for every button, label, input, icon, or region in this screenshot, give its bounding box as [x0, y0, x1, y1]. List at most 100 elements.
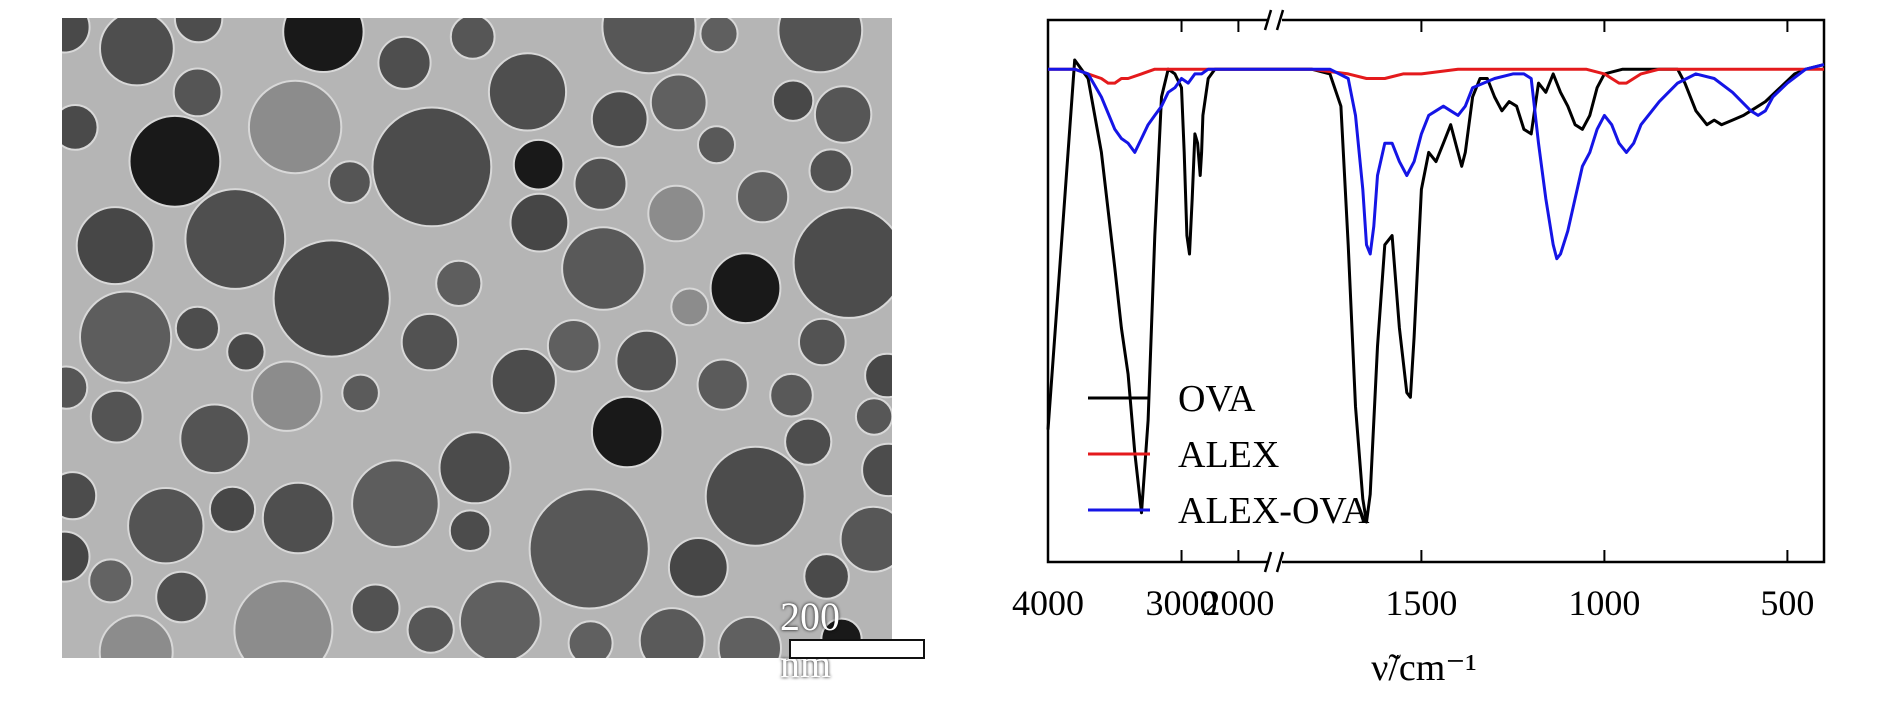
- series-line-alex-ova: [1048, 63, 1825, 261]
- tem-particle: [328, 160, 372, 205]
- tem-particle: [62, 530, 91, 583]
- tem-particle: [99, 18, 175, 87]
- tem-particle: [704, 445, 806, 547]
- tem-particle: [649, 73, 708, 132]
- tem-particle: [667, 537, 729, 598]
- tem-particle: [864, 352, 892, 399]
- axis-break-mark: [1263, 9, 1273, 31]
- x-axis-label: ν̃/cm⁻¹: [1371, 647, 1477, 689]
- tem-particle: [128, 114, 222, 208]
- legend-label-ova: OVA: [1178, 378, 1256, 420]
- tem-particle: [777, 18, 864, 74]
- tem-particle: [62, 365, 89, 410]
- axis-break-gap: [1268, 15, 1282, 25]
- plot-frame: [1046, 18, 1826, 564]
- legend: OVA ALEX ALEX-OVA: [1088, 378, 1370, 532]
- tem-particle: [808, 148, 854, 193]
- legend-label-alex-ova: ALEX-OVA: [1178, 490, 1370, 532]
- tem-particle: [377, 35, 432, 90]
- series-line-ova: [1046, 58, 1825, 524]
- legend-label-alex: ALEX: [1178, 434, 1279, 476]
- tem-particle: [62, 104, 99, 151]
- tem-particle: [615, 329, 679, 393]
- axis-break-gap: [1268, 557, 1282, 567]
- tem-particle: [62, 18, 91, 54]
- x-tick-label: 4000: [1012, 583, 1084, 623]
- scalebar: [789, 639, 925, 659]
- tem-particle: [350, 583, 401, 634]
- tem-particle: [79, 290, 173, 384]
- tem-particle: [173, 18, 224, 44]
- tem-particle: [590, 395, 664, 469]
- tem-particle: [590, 90, 649, 148]
- tem-particle: [88, 558, 134, 604]
- tem-particles-svg: [62, 18, 892, 658]
- tem-particle: [512, 138, 565, 191]
- tem-particle: [839, 505, 892, 573]
- tem-particle: [75, 206, 155, 286]
- tem-particle: [208, 485, 257, 533]
- tem-particle: [233, 580, 334, 658]
- tem-particle: [282, 18, 365, 73]
- tem-particle: [247, 79, 343, 175]
- tem-particle: [341, 373, 380, 413]
- tem-particle: [98, 614, 174, 658]
- tem-particle: [717, 615, 782, 658]
- axis-break-mark: [1275, 9, 1285, 31]
- axis-break-marks: [1263, 9, 1285, 573]
- tem-particle: [798, 317, 847, 367]
- tem-particle: [400, 312, 460, 372]
- tem-particle: [561, 226, 646, 311]
- tem-particle: [490, 347, 557, 415]
- tem-particle: [184, 188, 287, 290]
- tem-particle: [528, 488, 650, 610]
- tem-particle: [261, 481, 335, 555]
- tem-particle: [546, 319, 601, 373]
- tem-particle: [172, 67, 223, 118]
- tem-particle: [792, 206, 892, 319]
- axis-break-mark: [1275, 551, 1285, 573]
- tem-particle: [509, 192, 570, 253]
- tem-particle: [371, 106, 493, 228]
- tem-particle: [89, 389, 144, 444]
- tem-particle: [449, 18, 496, 60]
- tem-particle: [573, 156, 628, 211]
- tem-particle: [861, 442, 892, 498]
- tem-particle: [696, 358, 749, 411]
- axis-break-mark: [1263, 551, 1273, 573]
- tem-particle: [699, 18, 739, 54]
- tem-particle: [803, 553, 850, 600]
- tem-particle: [771, 79, 815, 122]
- tem-particle: [813, 85, 873, 144]
- tem-particle: [784, 417, 833, 466]
- series-layer: [1046, 58, 1825, 524]
- x-tick-label: 2000: [1202, 583, 1274, 623]
- tem-particle: [769, 372, 814, 418]
- tem-particle: [155, 570, 208, 624]
- tem-particle: [487, 52, 568, 132]
- tem-particle: [438, 431, 512, 505]
- tem-particle: [458, 580, 542, 658]
- tem-particle: [448, 509, 492, 553]
- tem-particle: [174, 305, 220, 351]
- tem-particle: [251, 360, 323, 432]
- tem-particle: [567, 620, 614, 658]
- tem-particle: [272, 239, 391, 358]
- series-line-alex: [1048, 67, 1824, 85]
- tem-particle: [854, 397, 892, 436]
- x-tick-label: 1000: [1568, 583, 1640, 623]
- tem-particle: [179, 403, 250, 475]
- tem-micrograph: 200 nm: [62, 18, 925, 686]
- tem-particle: [406, 605, 455, 654]
- tem-particle: [709, 252, 782, 325]
- tem-particle: [435, 259, 483, 307]
- tem-particle: [670, 287, 710, 327]
- tem-particle: [736, 170, 790, 224]
- tem-particle: [351, 459, 440, 549]
- x-tick-label: 1500: [1385, 583, 1457, 623]
- tem-particle: [226, 332, 266, 372]
- tem-particle: [601, 18, 697, 75]
- tem-particle: [697, 125, 736, 165]
